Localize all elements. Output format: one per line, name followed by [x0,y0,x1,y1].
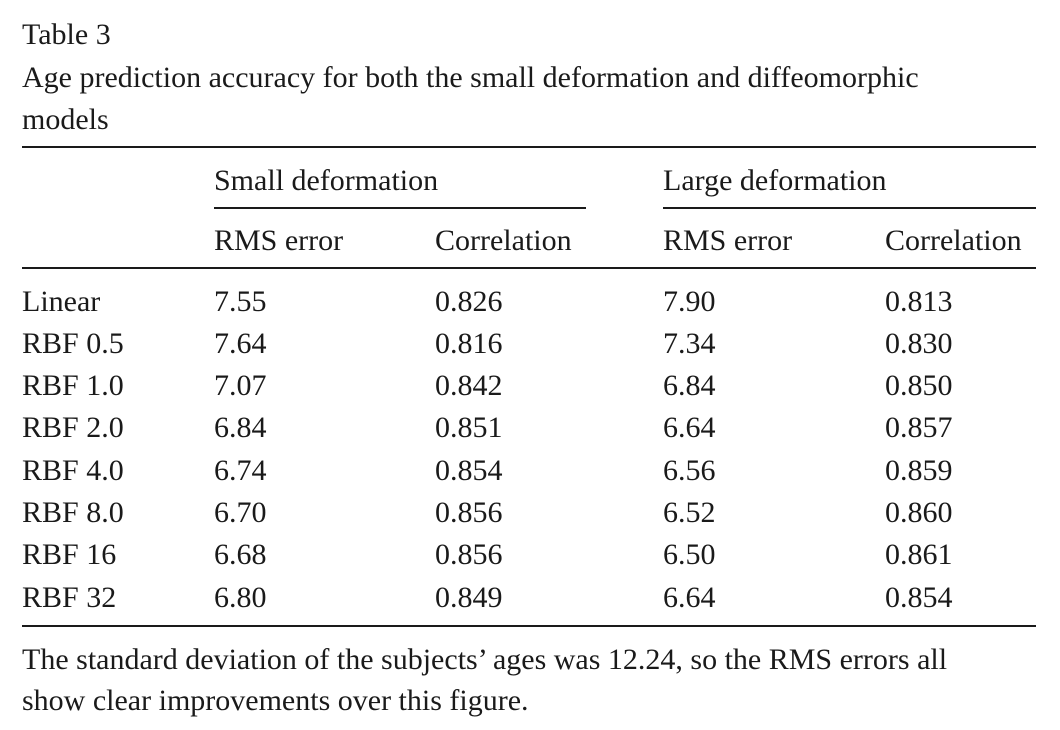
cell-small-rms-error: 6.74 [214,454,267,487]
cell-large-rms-error: 6.52 [663,496,716,529]
cell-small-rms-error: 7.07 [214,369,267,402]
cell-large-rms-error: 6.50 [663,538,716,571]
cell-small-correlation: 0.856 [435,496,503,529]
row-label: RBF 2.0 [22,411,124,444]
row-label: RBF 0.5 [22,327,124,360]
table-caption-label: Table 3 [22,18,111,51]
cell-small-correlation: 0.851 [435,411,503,444]
cell-small-correlation: 0.854 [435,454,503,487]
cell-large-rms-error: 6.64 [663,581,716,614]
cell-large-correlation: 0.813 [885,285,953,318]
cell-large-correlation: 0.830 [885,327,953,360]
cell-small-rms-error: 7.64 [214,327,267,360]
row-label: RBF 8.0 [22,496,124,529]
cell-small-rms-error: 6.68 [214,538,267,571]
column-header-large-correlation: Correlation [885,224,1022,257]
table-caption-title-line-2: models [22,103,109,136]
column-header-small-correlation: Correlation [435,224,572,257]
cell-small-correlation: 0.856 [435,538,503,571]
row-label: RBF 32 [22,581,117,614]
cell-large-correlation: 0.854 [885,581,953,614]
group-rule-small-deformation [214,207,586,209]
table-footnote-line-1: The standard deviation of the subjects’ … [22,643,948,676]
cell-small-correlation: 0.816 [435,327,503,360]
cell-large-rms-error: 7.90 [663,285,716,318]
cell-large-correlation: 0.850 [885,369,953,402]
cell-small-correlation: 0.849 [435,581,503,614]
cell-large-rms-error: 7.34 [663,327,716,360]
cell-large-rms-error: 6.64 [663,411,716,444]
cell-small-rms-error: 7.55 [214,285,267,318]
group-rule-large-deformation [663,207,1036,209]
cell-small-rms-error: 6.84 [214,411,267,444]
group-header-small-deformation: Small deformation [214,164,439,197]
row-label: Linear [22,285,101,318]
row-label: RBF 4.0 [22,454,124,487]
group-header-large-deformation: Large deformation [663,164,887,197]
cell-small-rms-error: 6.80 [214,581,267,614]
row-label: RBF 16 [22,538,117,571]
table-header-rule [22,267,1036,269]
cell-large-rms-error: 6.56 [663,454,716,487]
table-footnote-line-2: show clear improvements over this figure… [22,684,529,717]
cell-large-correlation: 0.859 [885,454,953,487]
cell-large-correlation: 0.861 [885,538,953,571]
cell-small-correlation: 0.842 [435,369,503,402]
column-header-large-rms-error: RMS error [663,224,793,257]
table-caption-title-line-1: Age prediction accuracy for both the sma… [22,61,919,94]
cell-small-rms-error: 6.70 [214,496,267,529]
cell-large-rms-error: 6.84 [663,369,716,402]
column-header-small-rms-error: RMS error [214,224,344,257]
table-bottom-rule [22,625,1036,627]
row-label: RBF 1.0 [22,369,124,402]
cell-large-correlation: 0.860 [885,496,953,529]
cell-large-correlation: 0.857 [885,411,953,444]
table-top-rule [22,146,1036,148]
cell-small-correlation: 0.826 [435,285,503,318]
